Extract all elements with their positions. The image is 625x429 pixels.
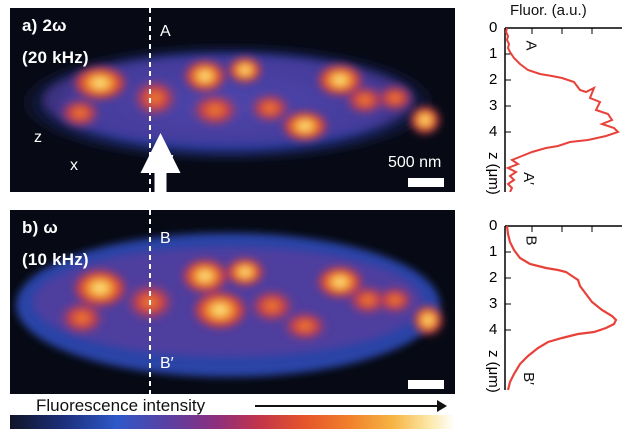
y-tick-1: 1	[489, 45, 498, 62]
y-tick-0: 0	[489, 19, 498, 36]
axis-indicator: z x	[22, 129, 181, 192]
marker-bottom: B′	[160, 355, 174, 372]
y-tick-0: 0	[489, 217, 498, 234]
image-panel-b: b) ω (10 kHz) B B′	[10, 210, 455, 394]
panel-label: b) ω	[22, 218, 58, 237]
y-tick-2: 2	[489, 71, 498, 88]
colorbar	[10, 415, 455, 429]
intensity-profile-a: Fluor. (a.u.) 0 1 2 3 4 z (μm) A A′	[462, 2, 625, 195]
profile-title: Fluor. (a.u.)	[510, 2, 587, 19]
scalebar	[408, 380, 444, 389]
y-tick-1: 1	[489, 243, 498, 260]
y-tick-2: 2	[489, 269, 498, 286]
panel-label: a) 2ω	[22, 16, 67, 35]
colorbar-label: Fluorescence intensity	[36, 396, 206, 415]
frequency-label: (10 kHz)	[22, 250, 89, 269]
profile-y-label: z (μm)	[485, 350, 502, 393]
profile-marker-bottom: A′	[519, 172, 537, 185]
axis-z-label: z	[34, 129, 42, 146]
profile-y-label: z (μm)	[485, 152, 502, 195]
intensity-profile-b: 0 1 2 3 4 z (μm) B B′	[462, 210, 625, 400]
y-tick-4: 4	[489, 123, 498, 140]
image-panel-a: a) 2ω (20 kHz) A A′ 500 nm z x	[10, 8, 455, 192]
scalebar	[408, 178, 444, 187]
y-tick-4: 4	[489, 321, 498, 338]
scalebar-label: 500 nm	[388, 154, 442, 171]
y-tick-3: 3	[489, 97, 498, 114]
frequency-label: (20 kHz)	[22, 48, 89, 67]
profile-curve	[505, 225, 618, 391]
profile-marker-top: B	[522, 235, 540, 246]
y-tick-3: 3	[489, 295, 498, 312]
intensity-arrow	[255, 400, 447, 412]
fluorescence-image-a	[10, 8, 455, 192]
axis-x-label: x	[70, 157, 78, 174]
fluorescence-image-b	[10, 210, 455, 394]
marker-top: A	[160, 23, 171, 40]
profile-marker-top: A	[522, 40, 540, 51]
marker-top: B	[160, 230, 171, 247]
profile-marker-bottom: B′	[519, 372, 537, 385]
profile-curve	[504, 27, 620, 192]
